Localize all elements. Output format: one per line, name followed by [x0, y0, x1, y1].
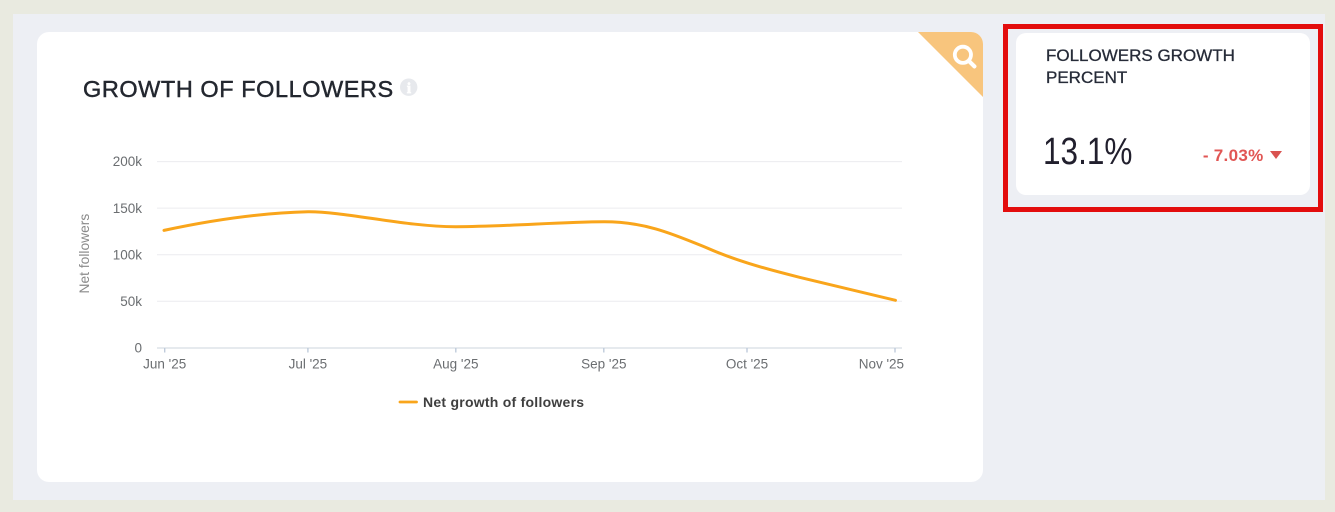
svg-text:200k: 200k [113, 154, 143, 169]
svg-text:0: 0 [134, 340, 142, 355]
svg-text:Sep '25: Sep '25 [581, 356, 626, 371]
svg-text:Net growth of followers: Net growth of followers [423, 394, 584, 410]
svg-text:Jun '25: Jun '25 [143, 356, 186, 371]
svg-text:Oct '25: Oct '25 [726, 356, 768, 371]
svg-text:Nov '25: Nov '25 [859, 356, 904, 371]
svg-text:Net followers: Net followers [77, 214, 92, 294]
svg-text:150k: 150k [113, 201, 143, 216]
svg-text:Aug '25: Aug '25 [433, 356, 478, 371]
svg-text:100k: 100k [113, 247, 143, 262]
svg-text:50k: 50k [120, 294, 142, 309]
svg-text:Jul '25: Jul '25 [289, 356, 328, 371]
svg-text:i: i [407, 81, 411, 97]
